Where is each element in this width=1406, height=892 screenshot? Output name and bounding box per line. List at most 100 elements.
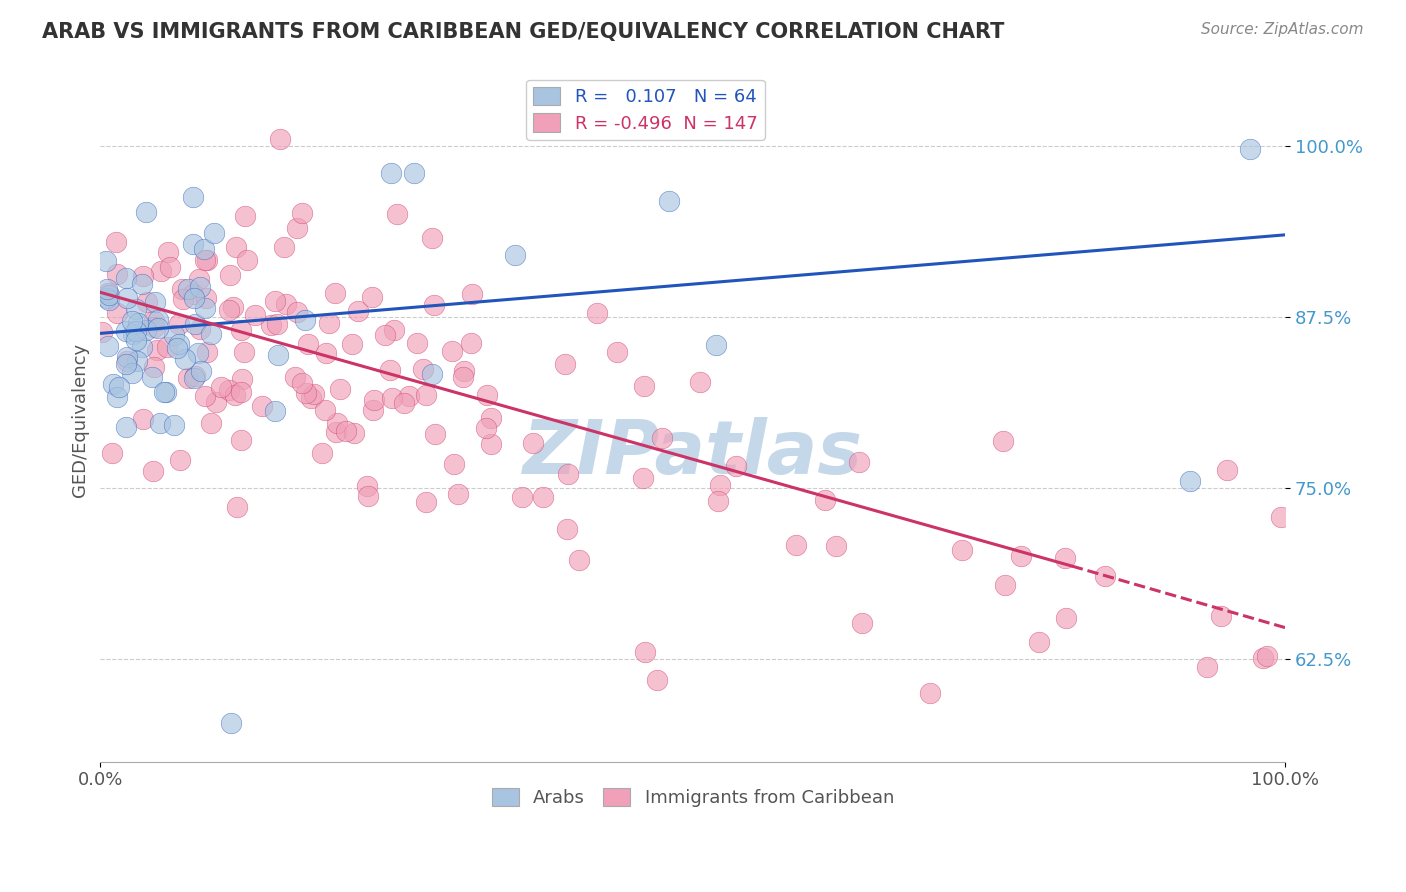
Point bbox=[229, 433, 252, 447]
Point bbox=[568, 553, 591, 567]
Point bbox=[554, 357, 576, 371]
Point bbox=[631, 471, 654, 485]
Point bbox=[1256, 648, 1278, 663]
Point bbox=[447, 487, 470, 501]
Point bbox=[132, 411, 155, 425]
Point bbox=[555, 522, 578, 536]
Point bbox=[115, 354, 138, 368]
Point bbox=[96, 291, 118, 305]
Point bbox=[264, 403, 287, 417]
Point bbox=[557, 467, 579, 481]
Point bbox=[202, 226, 225, 240]
Point bbox=[243, 308, 266, 322]
Point bbox=[162, 327, 184, 342]
Point bbox=[236, 252, 259, 267]
Point bbox=[361, 403, 384, 417]
Point bbox=[425, 426, 447, 441]
Point bbox=[706, 337, 728, 351]
Point bbox=[1270, 509, 1292, 524]
Point bbox=[159, 260, 181, 274]
Point bbox=[335, 424, 357, 438]
Point bbox=[97, 293, 120, 307]
Point bbox=[441, 344, 464, 359]
Point bbox=[420, 367, 443, 381]
Point bbox=[221, 301, 243, 315]
Point bbox=[420, 231, 443, 245]
Point bbox=[121, 314, 143, 328]
Point bbox=[381, 391, 404, 405]
Point bbox=[263, 293, 285, 308]
Point bbox=[709, 477, 731, 491]
Point bbox=[382, 323, 405, 337]
Point bbox=[406, 336, 429, 351]
Point bbox=[479, 411, 502, 425]
Point bbox=[177, 371, 200, 385]
Point bbox=[285, 305, 308, 319]
Point bbox=[142, 319, 165, 334]
Point bbox=[143, 295, 166, 310]
Point bbox=[125, 324, 148, 338]
Point bbox=[1253, 650, 1275, 665]
Point bbox=[115, 291, 138, 305]
Point bbox=[415, 495, 437, 509]
Point bbox=[108, 380, 131, 394]
Point bbox=[318, 316, 340, 330]
Point bbox=[218, 302, 240, 317]
Point bbox=[510, 490, 533, 504]
Point bbox=[291, 206, 314, 220]
Point bbox=[1010, 549, 1032, 564]
Point bbox=[325, 425, 347, 440]
Point bbox=[299, 391, 322, 405]
Point bbox=[315, 345, 337, 359]
Point bbox=[153, 385, 176, 400]
Point bbox=[415, 388, 437, 402]
Point bbox=[994, 578, 1017, 592]
Point bbox=[291, 376, 314, 390]
Point bbox=[194, 252, 217, 267]
Point bbox=[115, 357, 138, 371]
Point bbox=[451, 370, 474, 384]
Point bbox=[176, 282, 198, 296]
Point bbox=[284, 370, 307, 384]
Point bbox=[475, 388, 498, 402]
Point bbox=[163, 418, 186, 433]
Point bbox=[205, 395, 228, 409]
Point bbox=[183, 371, 205, 385]
Point bbox=[91, 325, 114, 339]
Point bbox=[848, 455, 870, 469]
Point bbox=[260, 318, 283, 332]
Point bbox=[135, 323, 157, 337]
Point bbox=[105, 306, 128, 320]
Point bbox=[229, 385, 252, 400]
Point bbox=[311, 446, 333, 460]
Point bbox=[453, 364, 475, 378]
Point bbox=[460, 336, 482, 351]
Point bbox=[267, 348, 290, 362]
Point bbox=[225, 240, 247, 254]
Point bbox=[131, 269, 153, 284]
Point bbox=[1209, 608, 1232, 623]
Point bbox=[522, 436, 544, 450]
Point bbox=[314, 403, 336, 417]
Point bbox=[167, 317, 190, 331]
Point bbox=[115, 351, 138, 365]
Point bbox=[141, 370, 163, 384]
Point bbox=[273, 240, 295, 254]
Point bbox=[1053, 551, 1076, 566]
Point bbox=[531, 491, 554, 505]
Point bbox=[707, 494, 730, 508]
Point bbox=[169, 452, 191, 467]
Point bbox=[226, 500, 249, 514]
Point bbox=[374, 327, 396, 342]
Point bbox=[302, 386, 325, 401]
Point bbox=[825, 539, 848, 553]
Point bbox=[1094, 569, 1116, 583]
Point bbox=[105, 390, 128, 404]
Point bbox=[394, 396, 416, 410]
Point bbox=[325, 285, 347, 300]
Point bbox=[148, 320, 170, 334]
Point bbox=[197, 252, 219, 267]
Point bbox=[181, 287, 204, 301]
Point bbox=[167, 336, 190, 351]
Point bbox=[1054, 611, 1077, 625]
